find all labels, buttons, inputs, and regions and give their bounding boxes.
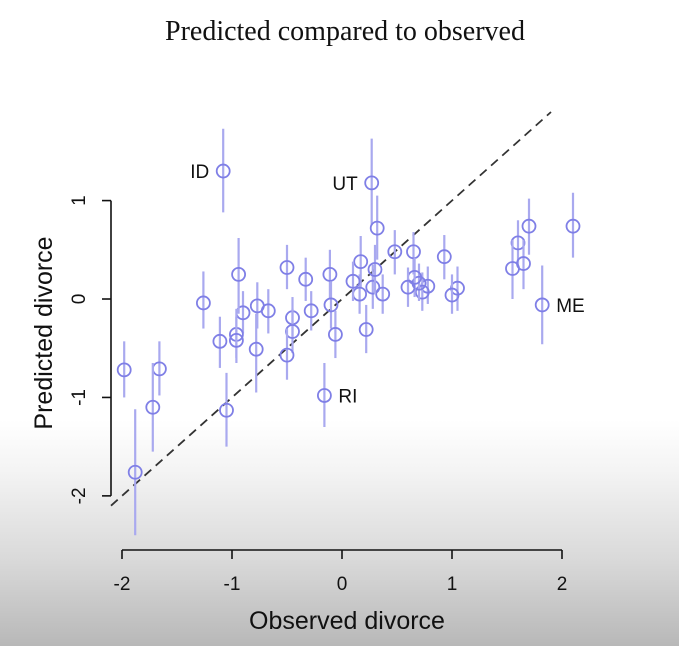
point-marker (215, 163, 231, 179)
point-marker (327, 327, 343, 342)
data-point (195, 271, 211, 329)
axes: -2 -1 0 1 2 -2 -1 0 1 (69, 195, 567, 595)
reference-line-layer (110, 111, 552, 507)
point-marker (444, 287, 460, 303)
data-point (279, 244, 295, 290)
data-point (414, 272, 430, 311)
data-points (116, 128, 581, 536)
point-marker (279, 347, 295, 363)
data-point (387, 230, 403, 275)
data-point (345, 261, 361, 301)
point-marker (195, 295, 211, 311)
x-tick-label: 1 (447, 574, 458, 595)
data-point (534, 265, 550, 345)
point-marker (400, 279, 416, 295)
point-marker (345, 273, 361, 289)
point-labels: ID UT ME RI (190, 162, 585, 407)
data-point (145, 362, 161, 452)
x-tick-label: 2 (557, 574, 568, 595)
point-marker (212, 333, 228, 349)
x-tick-label: -2 (114, 574, 131, 595)
point-label-ut: UT (332, 174, 358, 195)
point-marker (358, 322, 374, 337)
point-label-id: ID (190, 162, 209, 183)
point-marker (303, 303, 319, 319)
y-axis-title: Predicted divorce (30, 236, 58, 429)
point-marker (145, 399, 161, 415)
data-point (436, 235, 452, 280)
data-point (521, 198, 537, 255)
point-label-me: ME (556, 296, 585, 317)
point-marker (565, 218, 581, 234)
y-tick-label: -1 (69, 389, 90, 406)
data-point (444, 274, 460, 314)
point-marker (228, 332, 244, 348)
data-point (215, 128, 231, 213)
point-marker (375, 286, 391, 302)
point-marker (249, 298, 265, 314)
y-tick-label: -2 (69, 487, 90, 504)
point-marker (521, 218, 537, 234)
data-point (219, 372, 234, 447)
y-tick-label: 0 (69, 294, 90, 305)
point-marker (364, 175, 380, 191)
data-point (358, 304, 374, 354)
data-point (565, 192, 581, 258)
data-point (248, 313, 264, 393)
data-point (369, 195, 385, 260)
point-marker (298, 271, 314, 287)
point-marker (127, 464, 143, 480)
data-point (212, 316, 228, 368)
point-marker (387, 244, 403, 260)
reference-line (110, 111, 552, 507)
point-marker (279, 260, 295, 275)
point-marker (322, 267, 338, 282)
data-point (228, 316, 244, 363)
chart-title: Predicted compared to observed (165, 16, 525, 47)
data-point (367, 244, 383, 295)
point-label-ri: RI (338, 386, 357, 407)
data-point (375, 274, 391, 314)
x-tick-label: -1 (224, 574, 241, 595)
point-marker (231, 267, 247, 282)
data-point (116, 341, 132, 398)
x-axis-title: Observed divorce (249, 607, 445, 635)
data-point (298, 257, 314, 301)
data-point (151, 341, 167, 396)
point-marker (219, 402, 234, 418)
point-marker (353, 254, 369, 270)
data-point (303, 291, 319, 331)
point-marker (414, 284, 430, 300)
point-marker (534, 297, 550, 313)
y-tick-label: 1 (69, 195, 90, 206)
point-marker (248, 341, 264, 357)
data-point (260, 289, 276, 334)
point-marker (365, 279, 381, 295)
data-point (127, 409, 143, 536)
data-point (231, 237, 247, 314)
data-point (365, 264, 381, 309)
data-point (323, 281, 339, 329)
point-marker (367, 262, 383, 277)
data-point (364, 138, 380, 226)
point-marker (369, 220, 385, 236)
data-point (400, 267, 416, 307)
point-marker (116, 362, 132, 378)
point-marker (436, 249, 452, 265)
x-tick-label: 0 (337, 574, 348, 595)
data-point (516, 239, 531, 290)
point-marker (316, 388, 332, 403)
point-marker (323, 297, 339, 313)
data-point (316, 362, 332, 427)
data-point (327, 310, 343, 359)
point-marker (516, 256, 531, 271)
data-point (279, 328, 295, 380)
